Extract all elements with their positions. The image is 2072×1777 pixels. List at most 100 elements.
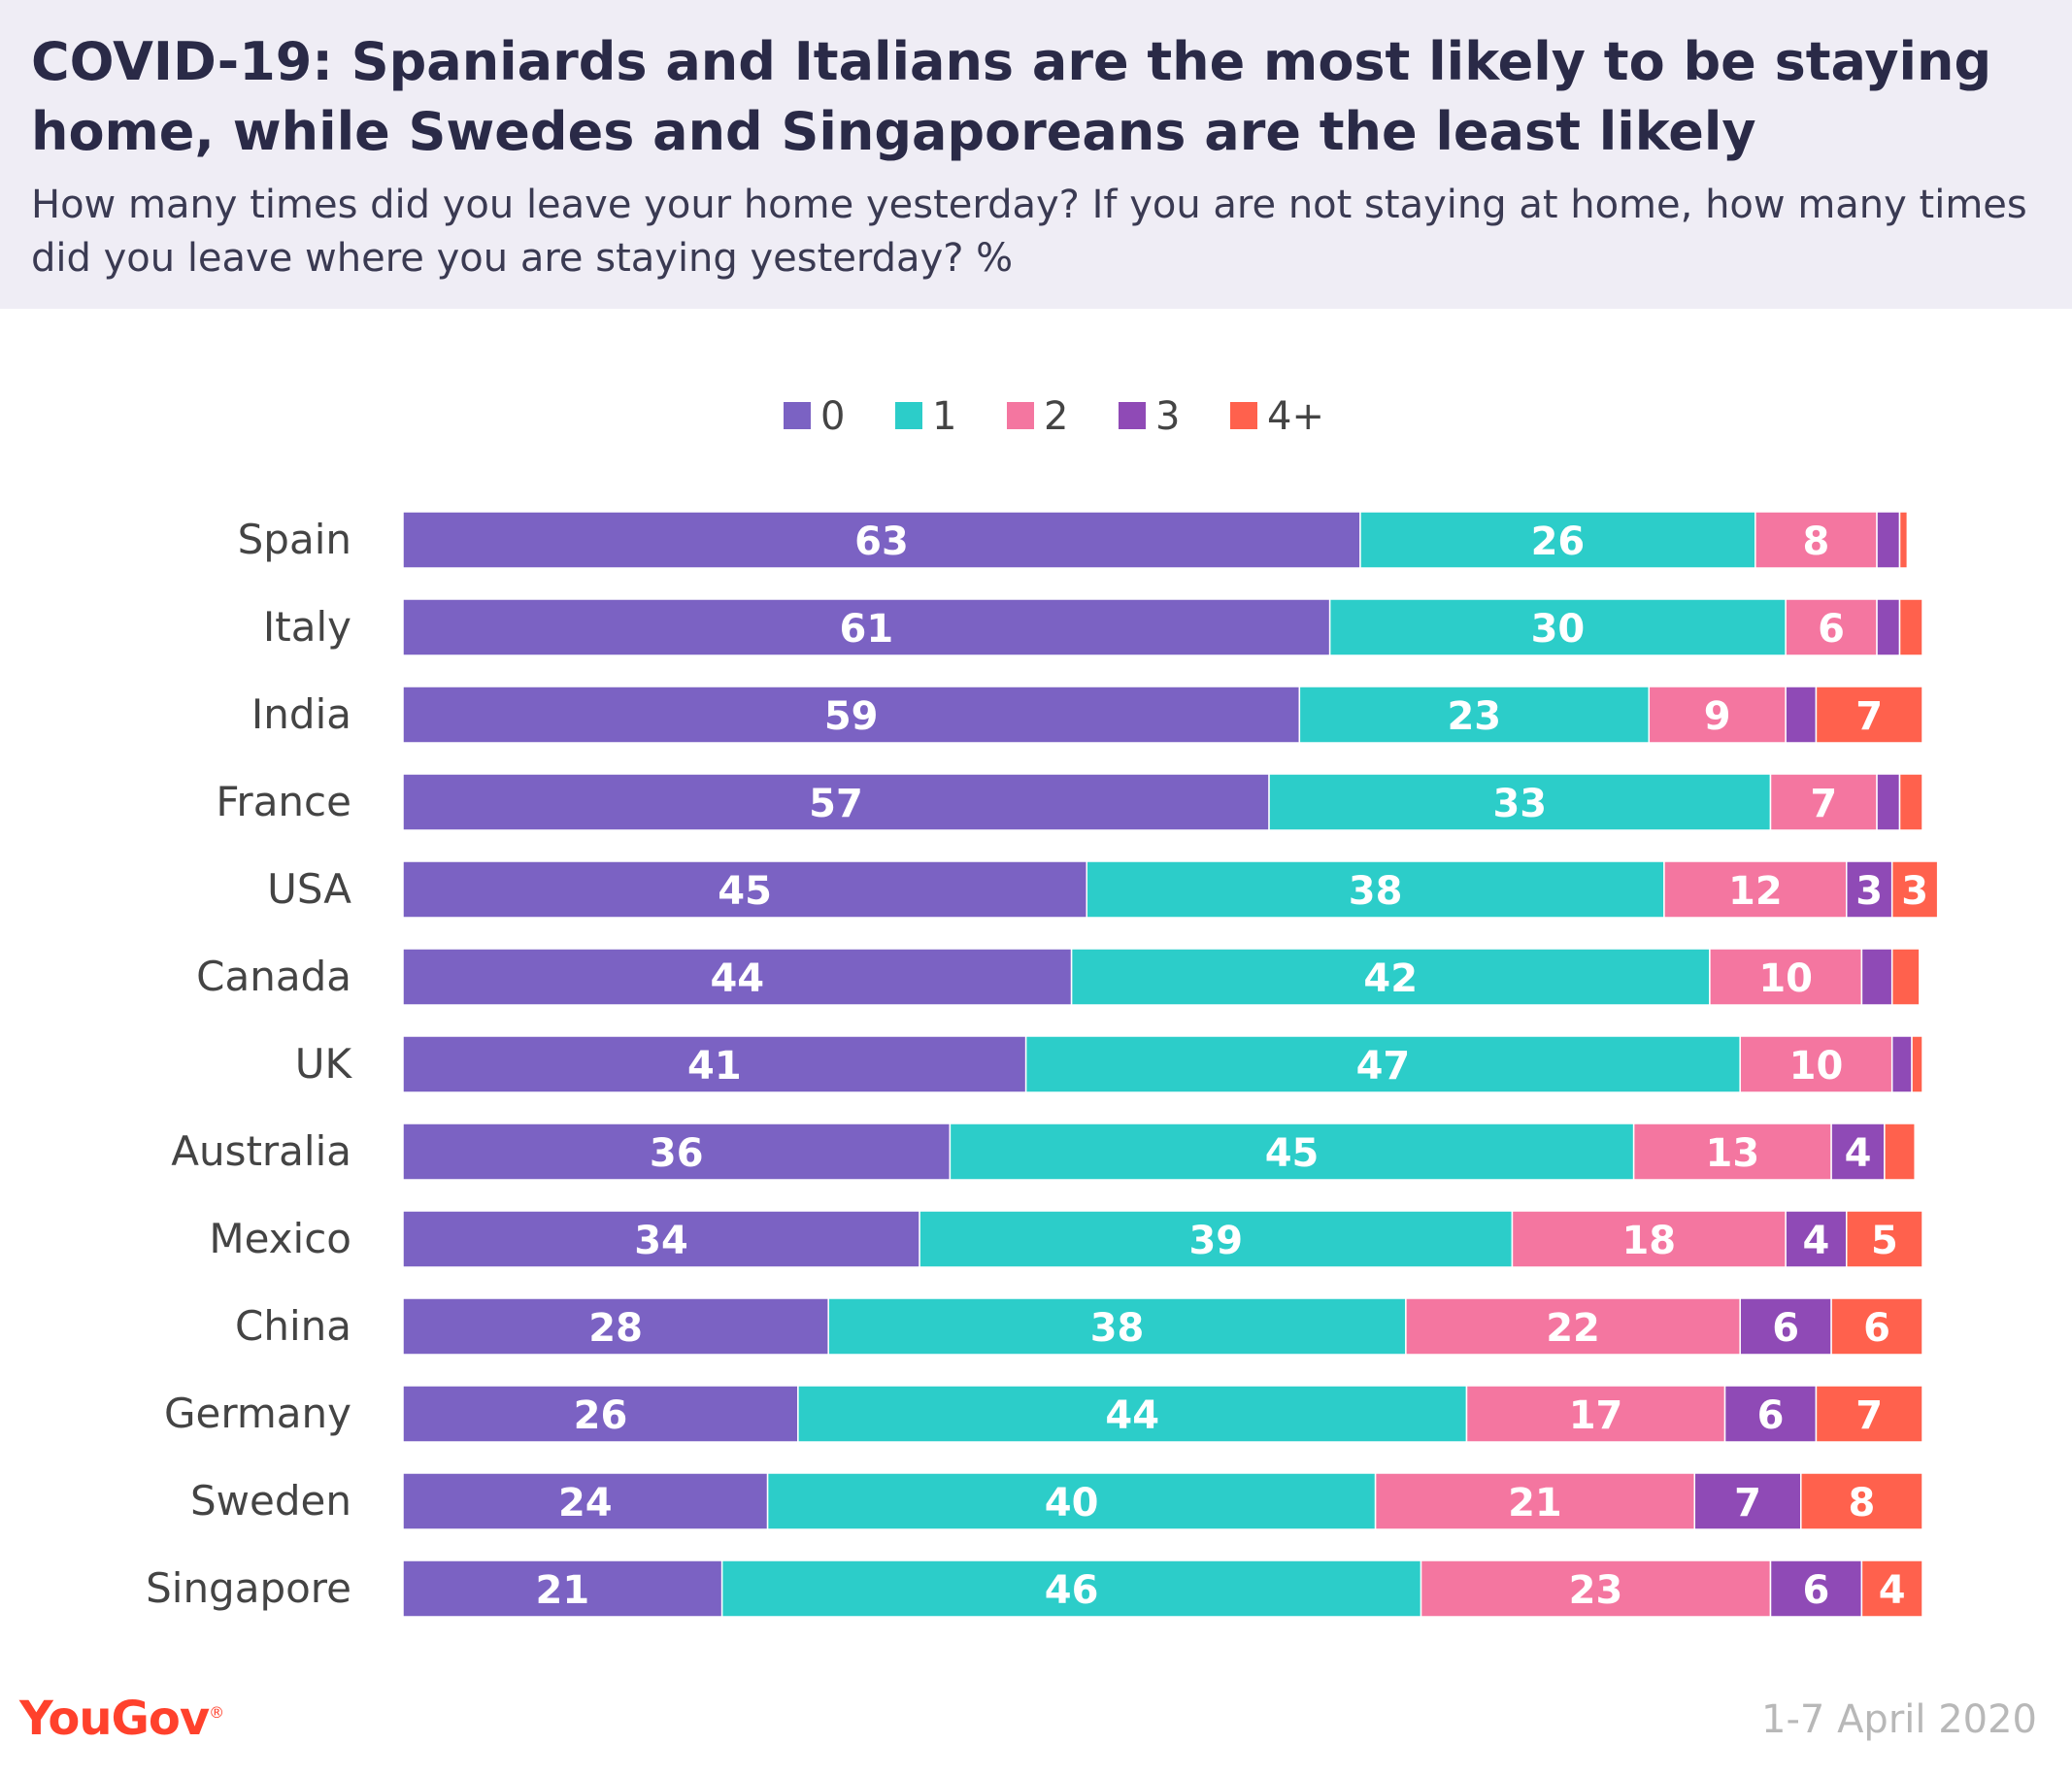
bar-segment	[1298, 686, 1651, 744]
bar-segment	[402, 860, 1087, 919]
category-label: Australia	[171, 1127, 351, 1175]
data-label: 10	[1789, 1044, 1844, 1089]
data-label: 12	[1728, 869, 1783, 914]
bar-segment	[1815, 686, 1923, 744]
category-label: USA	[267, 865, 351, 913]
data-label: 4	[1803, 1219, 1830, 1263]
legend-label: 3	[1155, 394, 1180, 439]
bar-segment	[1648, 686, 1787, 744]
data-label: 30	[1531, 607, 1586, 652]
data-label: 26	[574, 1393, 628, 1438]
bar-segment	[402, 1297, 829, 1356]
bar-segment	[1884, 1123, 1916, 1181]
data-label: 40	[1045, 1481, 1099, 1526]
bar-segment	[1024, 1035, 1741, 1093]
bar-segment	[1911, 1035, 1923, 1093]
bar-segment	[1860, 948, 1893, 1006]
data-label: 6	[1863, 1306, 1890, 1351]
category-label: Sweden	[190, 1477, 351, 1525]
data-label: 13	[1706, 1131, 1760, 1176]
bar-segment	[1898, 773, 1923, 831]
data-label: 45	[718, 869, 772, 914]
bar-segment	[827, 1297, 1407, 1356]
data-label: 8	[1803, 520, 1830, 564]
bar-segment	[1328, 598, 1787, 656]
bar-segment	[402, 511, 1361, 569]
legend-swatch	[895, 402, 922, 429]
data-label: 57	[809, 782, 863, 826]
bar-segment	[1465, 1385, 1726, 1443]
bar-segment	[1693, 1472, 1802, 1530]
data-label: 18	[1621, 1219, 1676, 1263]
data-label: 44	[1105, 1393, 1159, 1438]
data-label: 46	[1045, 1568, 1099, 1613]
data-label: 36	[650, 1131, 704, 1176]
bar-segment	[1846, 860, 1893, 919]
bar-segment	[402, 598, 1331, 656]
bar-segment	[1785, 598, 1878, 656]
bar-segment	[1709, 948, 1863, 1006]
data-label: 47	[1356, 1044, 1411, 1089]
yougov-logo: YouGov®	[19, 1692, 224, 1746]
data-label: 28	[588, 1306, 643, 1351]
bar-segment	[1890, 1035, 1913, 1093]
chart-title: COVID-19: Spaniards and Italians are the…	[31, 31, 1992, 162]
bar-segment	[402, 948, 1073, 1006]
bar-segment	[1374, 1472, 1695, 1530]
data-label: 23	[1447, 694, 1501, 739]
bar-segment	[1769, 773, 1878, 831]
data-label: 33	[1492, 782, 1547, 826]
chart-legend: 0 1 2 3 4+	[784, 394, 1324, 439]
data-label: 17	[1569, 1393, 1623, 1438]
legend-swatch	[1007, 402, 1034, 429]
bar-segment	[766, 1472, 1377, 1530]
bar-segment	[1070, 948, 1711, 1006]
bar-segment	[1405, 1297, 1741, 1356]
bar-segment	[1632, 1123, 1832, 1181]
bar-segment	[402, 1385, 799, 1443]
category-label: Canada	[196, 953, 351, 1000]
bar-segment	[1755, 511, 1878, 569]
data-label: 3	[1901, 869, 1928, 914]
bar-segment	[1663, 860, 1848, 919]
data-label: 6	[1818, 607, 1845, 652]
data-label: 4	[1879, 1568, 1906, 1613]
bar-segment	[797, 1385, 1468, 1443]
category-label: Spain	[238, 516, 351, 563]
data-label: 21	[535, 1568, 589, 1613]
category-label: Germany	[164, 1390, 351, 1437]
bar-segment	[1359, 511, 1756, 569]
data-label: 9	[1704, 694, 1731, 739]
data-label: 34	[634, 1219, 688, 1263]
data-label: 26	[1531, 520, 1586, 564]
legend-label: 2	[1044, 394, 1068, 439]
bar-segment	[402, 1035, 1027, 1093]
category-labels: Spain Italy India France USA Canada UK Australi…	[146, 516, 352, 1612]
category-label: UK	[295, 1040, 353, 1088]
data-label: 3	[1855, 869, 1883, 914]
legend-label: 1	[932, 394, 956, 439]
bar-segment	[1511, 1210, 1787, 1268]
data-label: 8	[1848, 1481, 1875, 1526]
bar-segment	[1898, 598, 1923, 656]
data-label: 42	[1363, 956, 1418, 1001]
bar-segment	[402, 1559, 723, 1618]
bar-segment	[1860, 1559, 1923, 1618]
bar-segment	[1815, 1385, 1923, 1443]
data-label: 7	[1855, 1393, 1883, 1438]
bar-segment	[1890, 948, 1921, 1006]
bar-segment	[402, 1210, 920, 1268]
bar-segment	[1876, 511, 1901, 569]
bar-segment	[1830, 1123, 1886, 1181]
data-label: 41	[687, 1044, 742, 1089]
bar-segment	[1876, 773, 1901, 831]
data-label: 38	[1090, 1306, 1145, 1351]
bar-segment	[1723, 1385, 1818, 1443]
bar-segment	[1785, 686, 1818, 744]
data-label: 22	[1546, 1306, 1600, 1351]
chart-header: COVID-19: Spaniards and Italians are the…	[0, 0, 2072, 309]
fieldwork-date: 1-7 April 2020	[1761, 1697, 2037, 1742]
data-label: 63	[854, 520, 909, 564]
data-label: 23	[1569, 1568, 1623, 1613]
